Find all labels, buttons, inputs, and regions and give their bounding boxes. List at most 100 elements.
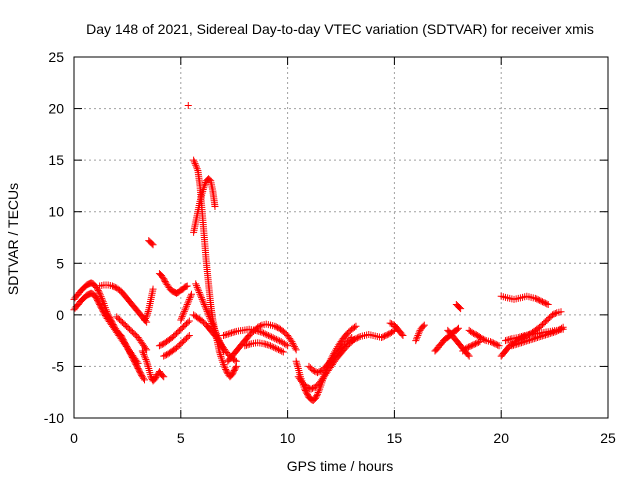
- data-point: [379, 333, 387, 341]
- series-arc-29: [508, 323, 567, 350]
- data-point: [399, 331, 407, 339]
- data-point: [263, 331, 271, 339]
- data-point: [231, 328, 239, 336]
- axis-ticks: [73, 56, 609, 419]
- data-point: [194, 285, 202, 293]
- data-point: [532, 334, 540, 342]
- data-point: [531, 294, 539, 302]
- data-point: [514, 334, 522, 342]
- data-point: [95, 288, 103, 296]
- data-point: [182, 282, 190, 290]
- data-point: [378, 334, 386, 342]
- y-axis-label: SDTVAR / TECUs: [5, 183, 21, 295]
- data-point: [143, 359, 151, 367]
- data-point: [216, 349, 224, 357]
- data-point: [272, 335, 280, 343]
- data-point: [282, 341, 290, 349]
- data-point: [221, 331, 229, 339]
- y-tick-label: -10: [44, 410, 64, 426]
- data-point: [184, 333, 192, 341]
- data-point: [536, 296, 544, 304]
- data-point: [453, 325, 461, 333]
- data-point: [261, 330, 269, 338]
- data-point: [464, 351, 472, 359]
- data-point: [220, 331, 228, 339]
- data-point: [464, 343, 472, 351]
- data-point: [183, 301, 191, 309]
- data-point: [266, 332, 274, 340]
- data-point: [142, 356, 150, 364]
- data-point: [537, 297, 545, 305]
- data-point: [144, 361, 152, 369]
- data-point: [546, 329, 554, 337]
- data-point: [206, 314, 214, 322]
- data-point: [260, 329, 268, 337]
- data-point: [231, 356, 239, 364]
- data-point: [187, 290, 195, 298]
- data-point: [388, 320, 396, 328]
- data-point: [148, 240, 156, 248]
- data-point: [276, 346, 284, 354]
- data-point: [139, 349, 147, 357]
- data-point: [159, 372, 167, 380]
- data-point: [314, 369, 322, 377]
- data-point: [196, 290, 204, 298]
- data-point: [517, 333, 525, 341]
- data-point: [313, 392, 321, 400]
- data-point: [220, 360, 228, 368]
- data-point: [540, 331, 548, 339]
- data-point: [398, 330, 406, 338]
- data-point: [380, 332, 388, 340]
- data-point: [419, 322, 427, 330]
- x-tick-label: 10: [280, 430, 296, 446]
- data-point: [149, 285, 157, 293]
- series-arc-11: [177, 290, 195, 324]
- data-point: [185, 331, 193, 339]
- data-point: [110, 283, 118, 291]
- data-point: [202, 306, 210, 314]
- data-point: [292, 357, 300, 365]
- series-arc-2: [70, 289, 142, 367]
- data-point: [530, 335, 538, 343]
- y-tick-label: 5: [56, 255, 64, 271]
- data-point: [469, 329, 477, 337]
- data-point: [253, 327, 261, 335]
- data-point: [195, 287, 203, 295]
- data-point: [96, 289, 104, 297]
- y-tick-label: 0: [56, 307, 64, 323]
- data-point: [226, 329, 234, 337]
- data-point: [495, 342, 503, 350]
- data-point: [211, 203, 219, 211]
- data-point: [505, 336, 513, 344]
- data-point: [506, 335, 514, 343]
- data-point: [548, 329, 556, 337]
- data-point: [465, 352, 473, 360]
- data-point: [232, 364, 240, 372]
- series-arc-28: [501, 325, 567, 345]
- data-point: [543, 330, 551, 338]
- data-point: [153, 372, 161, 380]
- x-tick-label: 15: [387, 430, 403, 446]
- data-point: [133, 358, 141, 366]
- data-point: [159, 273, 167, 281]
- data-point: [294, 363, 302, 371]
- data-point: [210, 323, 218, 331]
- x-tick-label: 20: [493, 430, 509, 446]
- data-point: [203, 307, 211, 315]
- data-point: [477, 334, 485, 342]
- data-point: [201, 302, 209, 310]
- series-arc-12: [224, 320, 300, 365]
- data-point: [538, 332, 546, 340]
- data-point: [193, 165, 201, 173]
- data-point: [550, 328, 558, 336]
- series-arc-7: [145, 237, 157, 249]
- data-point: [527, 336, 535, 344]
- data-point: [284, 342, 292, 350]
- data-point: [101, 312, 109, 320]
- data-point: [242, 341, 250, 349]
- data-point: [229, 328, 237, 336]
- data-point: [273, 345, 281, 353]
- data-point: [488, 338, 496, 346]
- data-point: [140, 352, 148, 360]
- data-point: [205, 311, 213, 319]
